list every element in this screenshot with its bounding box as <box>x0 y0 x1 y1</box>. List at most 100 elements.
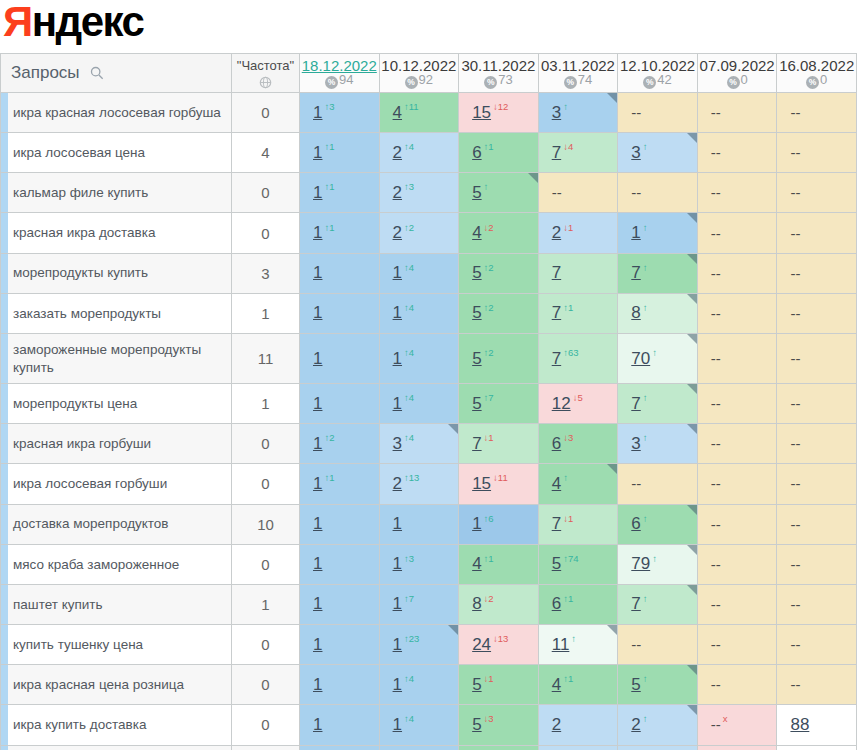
position-cell[interactable]: 2↑3 <box>380 173 460 213</box>
position-cell[interactable]: 5↑74 <box>539 545 619 585</box>
query-label[interactable]: замороженные морепродукты купить <box>1 341 225 376</box>
position-value[interactable]: 4 <box>552 675 561 695</box>
date-column-header[interactable]: 03.11.2022%74 <box>539 54 619 93</box>
position-cell[interactable]: 2 <box>539 705 619 745</box>
position-cell[interactable]: 1 <box>300 505 380 545</box>
position-value[interactable]: 4 <box>552 474 561 494</box>
position-value[interactable]: 2 <box>552 223 561 243</box>
position-cell[interactable] <box>459 746 539 750</box>
position-value[interactable]: 8 <box>631 303 640 323</box>
position-cell[interactable]: 5↓1 <box>459 665 539 705</box>
search-icon[interactable] <box>90 66 104 80</box>
position-cell[interactable]: 12↓5 <box>539 384 619 424</box>
position-cell[interactable]: 8↑ <box>618 294 698 334</box>
date-link[interactable]: 07.09.2022 <box>700 57 775 74</box>
position-cell[interactable]: 5↑7 <box>459 384 539 424</box>
position-value[interactable]: 2 <box>631 715 640 735</box>
position-value[interactable]: 2 <box>552 715 561 735</box>
position-cell[interactable]: 15↓11 <box>459 464 539 504</box>
position-value[interactable]: 1 <box>393 715 402 735</box>
position-cell[interactable]: 2↑4 <box>380 133 460 173</box>
position-cell[interactable]: 6↑ <box>618 505 698 545</box>
position-cell[interactable]: 1↑23 <box>380 625 460 665</box>
query-cell[interactable]: икра лососевая цена <box>1 133 232 173</box>
query-label[interactable]: икра купить доставка <box>1 716 146 734</box>
position-cell[interactable]: 2↑13 <box>380 464 460 504</box>
position-cell[interactable]: 1↑4 <box>380 705 460 745</box>
position-value[interactable]: 15 <box>472 474 491 494</box>
position-value[interactable]: 7 <box>552 514 561 534</box>
position-cell[interactable] <box>539 746 619 750</box>
position-value[interactable]: 1 <box>313 434 322 454</box>
query-label[interactable]: икра лососевая цена <box>1 144 145 162</box>
position-cell[interactable]: 4↑1 <box>459 545 539 585</box>
position-value[interactable]: 6 <box>552 594 561 614</box>
position-cell[interactable]: 1↑1 <box>300 133 380 173</box>
position-cell[interactable]: 1 <box>300 254 380 294</box>
position-cell[interactable]: 3↑ <box>539 93 619 133</box>
position-value[interactable]: 3 <box>631 434 640 454</box>
position-cell[interactable]: 7↓1 <box>539 505 619 545</box>
query-cell[interactable]: паштет купить <box>1 585 232 625</box>
position-cell[interactable]: 7↑1 <box>539 294 619 334</box>
position-value[interactable]: 6 <box>631 514 640 534</box>
position-value[interactable]: 1 <box>393 594 402 614</box>
query-cell[interactable]: кальмар филе купить <box>1 173 232 213</box>
position-value[interactable]: 5 <box>472 394 481 414</box>
query-label[interactable]: икра красная цена розница <box>1 676 184 694</box>
query-cell[interactable]: красная икра горбуши <box>1 424 232 464</box>
position-value[interactable]: 1 <box>313 303 322 323</box>
position-value[interactable]: 1 <box>393 303 402 323</box>
query-cell[interactable]: икра красная лососевая горбуша <box>1 93 232 133</box>
position-value[interactable]: 1 <box>393 514 402 534</box>
position-value[interactable]: 3 <box>631 143 640 163</box>
query-label[interactable]: морепродукты купить <box>1 264 148 282</box>
position-value[interactable]: 3 <box>552 103 561 123</box>
position-cell[interactable]: 5↓3 <box>459 705 539 745</box>
position-value[interactable]: 5 <box>631 675 640 695</box>
position-value[interactable]: 1 <box>313 103 322 123</box>
query-label[interactable]: доставка морепродуктов <box>1 515 169 533</box>
query-cell[interactable]: купить тушенку цена <box>1 625 232 665</box>
position-cell[interactable]: 1 <box>300 665 380 705</box>
position-cell[interactable]: 4↑ <box>539 464 619 504</box>
position-value[interactable]: 7 <box>631 594 640 614</box>
frequency-column-header[interactable]: "Частота" <box>232 54 300 93</box>
position-cell[interactable]: 7↑ <box>618 585 698 625</box>
date-column-header[interactable]: 18.12.2022%94 <box>300 54 380 93</box>
position-cell[interactable]: 5↑2 <box>459 334 539 384</box>
query-label[interactable]: икра красная лососевая горбуша <box>1 104 221 122</box>
position-cell[interactable]: 6↑1 <box>539 585 619 625</box>
position-value[interactable]: 1 <box>313 143 322 163</box>
position-value[interactable]: 7 <box>631 394 640 414</box>
position-value[interactable]: 6 <box>552 434 561 454</box>
position-cell[interactable]: 3↑ <box>618 424 698 464</box>
position-cell[interactable]: 7↑ <box>618 254 698 294</box>
position-value[interactable]: 88 <box>790 715 809 735</box>
position-cell[interactable]: 5↑2 <box>459 254 539 294</box>
position-value[interactable]: 12 <box>552 394 571 414</box>
query-cell[interactable]: мясо краба замороженное <box>1 545 232 585</box>
position-cell[interactable]: 79↑ <box>618 545 698 585</box>
position-value[interactable]: 79 <box>631 554 650 574</box>
position-value[interactable]: 4 <box>393 103 402 123</box>
position-value[interactable]: 7 <box>472 434 481 454</box>
query-label[interactable]: заказать морепродукты <box>1 305 161 323</box>
position-value[interactable]: 24 <box>472 635 491 655</box>
query-cell[interactable]: морепродукты цена <box>1 384 232 424</box>
position-cell[interactable]: 1↑4 <box>380 294 460 334</box>
position-cell[interactable]: 5↑ <box>618 665 698 705</box>
position-cell[interactable]: 1↑1 <box>300 213 380 253</box>
position-value[interactable]: 1 <box>393 349 402 369</box>
position-value[interactable]: 2 <box>393 143 402 163</box>
query-cell[interactable]: заказать морепродукты <box>1 294 232 334</box>
position-cell[interactable]: 24↓13 <box>459 625 539 665</box>
query-cell[interactable]: красная икра доставка <box>1 213 232 253</box>
position-value[interactable]: 1 <box>313 394 322 414</box>
position-cell[interactable]: 2↑2 <box>380 213 460 253</box>
position-value[interactable]: 5 <box>472 675 481 695</box>
position-cell[interactable]: 1↑2 <box>300 424 380 464</box>
date-column-header[interactable]: 30.11.2022%73 <box>459 54 539 93</box>
query-label[interactable]: икра лососевая горбуши <box>1 475 167 493</box>
position-value[interactable]: 70 <box>631 349 650 369</box>
